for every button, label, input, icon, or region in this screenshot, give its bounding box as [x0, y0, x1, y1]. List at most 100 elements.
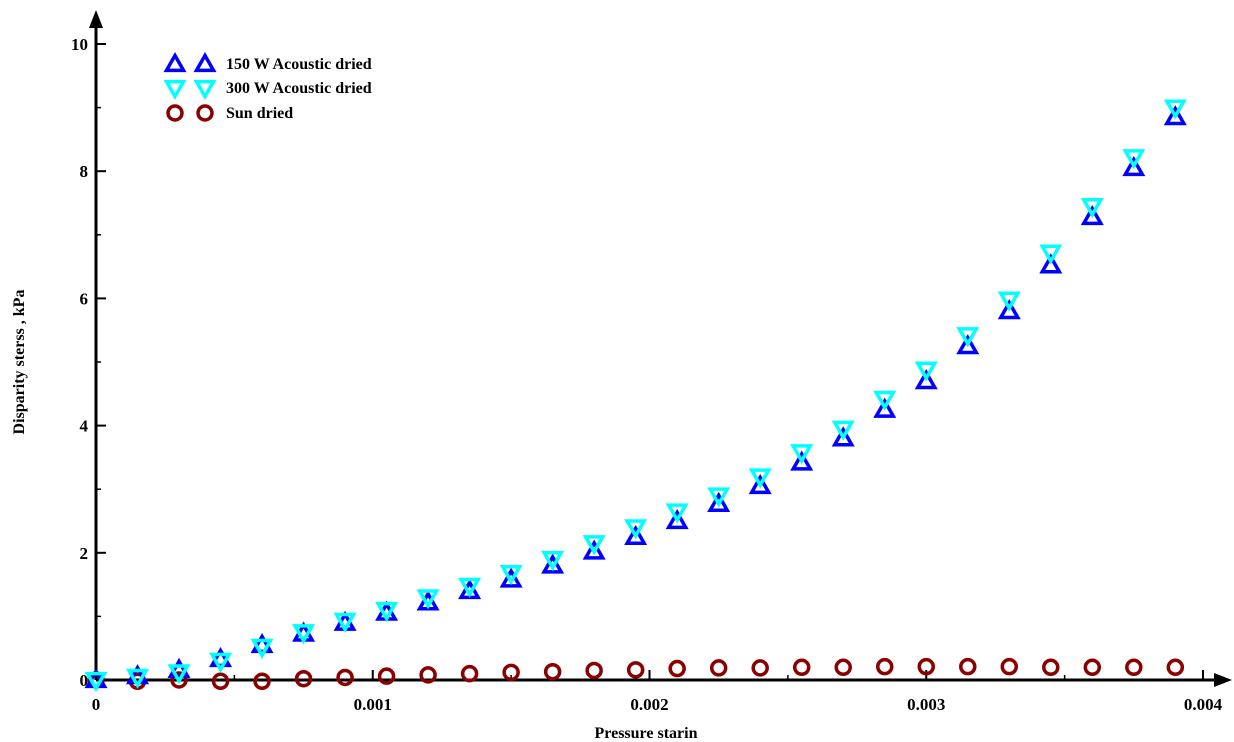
- data-point: [668, 659, 686, 678]
- series-1: [84, 99, 1187, 693]
- data-point: [790, 450, 814, 471]
- data-point: [875, 657, 894, 676]
- x-tick-label: 0.004: [1184, 695, 1223, 714]
- legend-marker: [193, 79, 217, 101]
- data-point: [211, 672, 230, 691]
- data-point: [419, 666, 437, 684]
- data-point: [707, 491, 731, 512]
- data-point: [873, 397, 897, 418]
- legend-label: Sun dried: [226, 105, 293, 122]
- y-tick-label: 6: [80, 289, 89, 308]
- legend-marker: [163, 79, 187, 101]
- data-point: [626, 661, 645, 679]
- data-point: [1083, 658, 1102, 677]
- legend-marker: [193, 51, 217, 73]
- data-point: [959, 657, 977, 676]
- data-point: [543, 662, 562, 681]
- data-point: [292, 624, 316, 645]
- x-tick-label: 0: [92, 695, 101, 714]
- data-point: [541, 553, 565, 574]
- data-point: [502, 663, 520, 682]
- data-point: [585, 661, 603, 680]
- data-point: [582, 535, 606, 556]
- data-point: [84, 671, 108, 693]
- data-point: [1080, 198, 1104, 219]
- x-tick-label: 0.003: [907, 695, 945, 714]
- data-point: [253, 672, 271, 691]
- data-point: [1122, 155, 1146, 177]
- data-point: [914, 369, 938, 390]
- data-point: [375, 601, 399, 623]
- legend-marker: [196, 104, 214, 122]
- data-point: [997, 291, 1021, 312]
- legend-label: 300 W Acoustic dried: [226, 80, 372, 97]
- data-point: [1122, 149, 1146, 170]
- data-point: [624, 519, 648, 540]
- data-point: [1166, 658, 1185, 677]
- y-axis-title: Disparity sterss , kPa: [11, 290, 28, 435]
- x-axis-title: Pressure starin: [595, 725, 698, 742]
- data-point: [956, 334, 980, 355]
- data-point: [873, 390, 897, 411]
- y-axis-arrow: [89, 10, 103, 28]
- data-point: [792, 658, 811, 677]
- y-ticks: 0 2 4 6 8 10: [71, 35, 106, 690]
- x-tick-label: 0.001: [354, 695, 392, 714]
- data-point: [914, 361, 938, 382]
- data-point: [250, 638, 274, 659]
- data-point: [1000, 657, 1019, 676]
- data-point: [834, 658, 852, 677]
- data-point: [1080, 204, 1104, 226]
- data-point: [997, 299, 1021, 320]
- axes: [89, 10, 1232, 687]
- data-point: [748, 468, 772, 489]
- y-tick-label: 8: [80, 162, 89, 181]
- data-point: [541, 551, 565, 572]
- data-point: [956, 327, 980, 348]
- legend: 150 W Acoustic dried 300 W Acoustic dried…: [163, 51, 372, 122]
- legend-marker: [163, 51, 187, 73]
- series-0: [84, 105, 1187, 689]
- x-ticks: 0 0.001 0.002 0.003 0.004: [92, 670, 1223, 714]
- y-tick-label: 4: [80, 417, 89, 436]
- data-point: [707, 487, 731, 508]
- data-point: [416, 589, 440, 610]
- legend-marker: [166, 104, 184, 122]
- legend-item: Sun dried: [166, 104, 293, 122]
- data-point: [458, 577, 482, 598]
- data-point: [1125, 658, 1143, 677]
- x-axis-arrow: [1214, 673, 1232, 687]
- data-point: [665, 503, 689, 524]
- data-point: [1163, 99, 1187, 120]
- y-tick-label: 2: [80, 544, 89, 563]
- series-2: [87, 657, 1185, 691]
- data-point: [209, 646, 233, 668]
- data-point: [250, 632, 274, 654]
- data-point: [125, 668, 150, 689]
- data-point: [460, 664, 479, 683]
- data-point: [751, 659, 769, 677]
- data-point: [167, 657, 191, 678]
- legend-item: 300 W Acoustic dried: [163, 79, 372, 101]
- legend-item: 150 W Acoustic dried: [163, 51, 372, 73]
- data-point: [1039, 253, 1063, 274]
- data-point: [294, 669, 313, 688]
- data-point: [167, 664, 191, 685]
- data-point: [709, 659, 728, 677]
- data-point: [624, 524, 648, 546]
- data-point: [1042, 658, 1060, 677]
- legend-label: 150 W Acoustic dried: [226, 56, 372, 73]
- data-point: [748, 473, 772, 495]
- data-point: [170, 671, 188, 689]
- data-point: [499, 567, 523, 588]
- data-point: [333, 612, 357, 633]
- data-point: [1039, 244, 1063, 265]
- data-point: [665, 508, 689, 530]
- data-point: [790, 444, 814, 465]
- data-point: [209, 652, 233, 673]
- y-tick-label: 0: [80, 671, 89, 690]
- y-tick-label: 10: [71, 35, 88, 54]
- data-point: [831, 420, 855, 441]
- data-point: [831, 426, 855, 447]
